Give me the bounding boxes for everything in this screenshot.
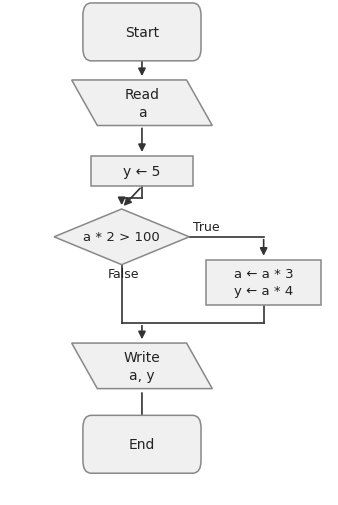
Text: Write
a, y: Write a, y: [124, 350, 160, 382]
FancyBboxPatch shape: [83, 416, 201, 473]
Bar: [206, 260, 321, 306]
Text: Read
a: Read a: [124, 87, 160, 120]
Text: End: End: [129, 437, 155, 451]
Polygon shape: [72, 343, 212, 389]
Polygon shape: [72, 81, 212, 126]
Bar: [91, 157, 193, 187]
Text: a * 2 > 100: a * 2 > 100: [83, 231, 160, 244]
Text: a ← a * 3
y ← a * 4: a ← a * 3 y ← a * 4: [234, 268, 293, 298]
FancyBboxPatch shape: [83, 4, 201, 62]
Polygon shape: [54, 210, 189, 265]
Text: Start: Start: [125, 26, 159, 40]
Text: False: False: [108, 268, 140, 281]
Text: True: True: [193, 220, 219, 233]
Text: y ← 5: y ← 5: [123, 165, 161, 179]
